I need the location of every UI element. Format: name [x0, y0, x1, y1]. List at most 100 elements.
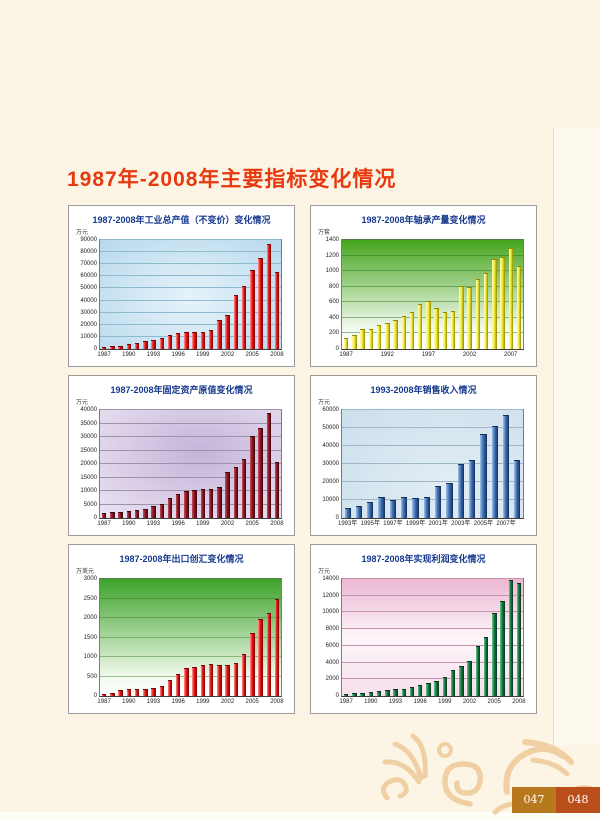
x-tick-label: 1990	[122, 352, 136, 358]
bar-slot	[182, 410, 190, 518]
bar-slot	[383, 579, 391, 696]
bar-1999	[412, 498, 419, 518]
bar-slot	[358, 240, 366, 349]
bar-1991	[134, 509, 140, 518]
bar-slot	[433, 410, 444, 518]
bar-1988	[352, 693, 357, 696]
bar-slot	[498, 579, 506, 696]
y-tick-label: 50000	[322, 425, 339, 431]
bar-1993	[151, 688, 156, 696]
gridline	[342, 628, 523, 630]
bar-1990	[126, 688, 132, 696]
x-tick-label: 2008	[270, 521, 284, 527]
page-bottom-margin	[0, 812, 600, 820]
x-tick-label: 2002	[220, 352, 235, 358]
bar-2001	[459, 285, 464, 349]
chart-bars	[100, 410, 281, 518]
bar-1997	[426, 683, 431, 696]
y-tick-label: 12000	[322, 592, 339, 599]
bar-slot	[248, 410, 256, 518]
bar-slot	[100, 410, 108, 518]
chart-plot-area: 0 10000 20000 30000 40000 50000 60000 70000 8000…	[80, 237, 283, 358]
bar-1996	[417, 684, 423, 696]
y-tick-label: 0	[93, 515, 97, 521]
y-tick-label: 50000	[80, 285, 97, 292]
bar-2001	[435, 486, 442, 518]
bar-slot	[158, 579, 166, 696]
bar-1991	[376, 324, 382, 349]
bar-1993	[151, 506, 156, 518]
gridline	[100, 422, 281, 424]
y-tick-label: 2000	[325, 676, 339, 683]
bar-1996	[175, 494, 181, 518]
bar-slot	[207, 240, 215, 349]
gridline	[342, 285, 523, 287]
bar-slot	[108, 240, 116, 349]
bar-slot	[248, 579, 256, 696]
gridline	[100, 311, 281, 313]
chart-bars	[100, 579, 281, 696]
chart-title: 1987-2008年实现利润变化情况	[361, 554, 486, 564]
bar-2004	[483, 273, 489, 349]
bar-slot	[125, 240, 133, 349]
bar-slot	[232, 240, 240, 349]
bar-slot	[376, 410, 387, 518]
bar-1997	[426, 300, 431, 349]
y-tick-label: 10000	[80, 488, 97, 494]
x-tick-label: 1993	[146, 352, 161, 358]
bar-2003	[475, 278, 481, 349]
gridline	[100, 656, 281, 658]
gridline	[100, 578, 281, 579]
bar-slot	[416, 240, 424, 349]
bar-slot	[457, 579, 465, 696]
bar-1997	[184, 491, 189, 518]
bar-slot	[215, 410, 223, 518]
bar-1992	[143, 508, 148, 518]
bar-slot	[273, 579, 281, 696]
x-tick-label: 1990	[122, 699, 136, 705]
chart-bars	[342, 410, 523, 518]
x-tick-label: 1987	[97, 699, 111, 705]
bar-2003	[475, 645, 481, 696]
y-tick-label: 20000	[80, 461, 97, 467]
bar-slot	[449, 240, 457, 349]
bar-1993	[393, 319, 398, 349]
bar-1995	[167, 680, 173, 696]
bar-slot	[342, 410, 353, 518]
bar-slot	[367, 240, 375, 349]
bar-slot	[149, 579, 157, 696]
bar-2004	[241, 654, 247, 696]
bar-slot	[174, 240, 182, 349]
bar-2001	[459, 665, 464, 696]
bar-slot	[133, 579, 141, 696]
bar-slot	[466, 579, 474, 696]
gridline	[342, 463, 523, 464]
gridline	[342, 661, 523, 663]
gridline	[342, 611, 523, 613]
bar-2000	[423, 497, 430, 518]
y-tick-label: 2000	[83, 615, 97, 622]
bar-slot	[199, 240, 207, 349]
chart-bars	[342, 579, 523, 696]
x-tick-label: 2008	[512, 699, 526, 705]
x-tick-label: 1995年	[360, 521, 380, 527]
y-tick-label: 8000	[325, 626, 339, 633]
bar-slot	[191, 579, 199, 696]
page-number-left: 047	[512, 787, 556, 813]
gridline	[342, 427, 523, 428]
bar-2005	[250, 269, 255, 349]
bar-1994	[401, 688, 407, 696]
bar-slot	[441, 240, 449, 349]
bar-2008	[516, 266, 522, 349]
gridline	[100, 463, 281, 464]
x-tick-label: 1999	[196, 699, 210, 705]
bar-2001	[217, 665, 222, 696]
bar-2008	[274, 599, 280, 696]
y-tick-label: 30000	[80, 434, 97, 440]
y-tick-label: 30000	[80, 309, 97, 316]
bar-slot	[365, 410, 376, 518]
bar-1992	[143, 688, 148, 696]
x-tick-label: 1990	[364, 699, 378, 705]
bar-slot	[353, 410, 364, 518]
bar-1990	[126, 344, 132, 349]
